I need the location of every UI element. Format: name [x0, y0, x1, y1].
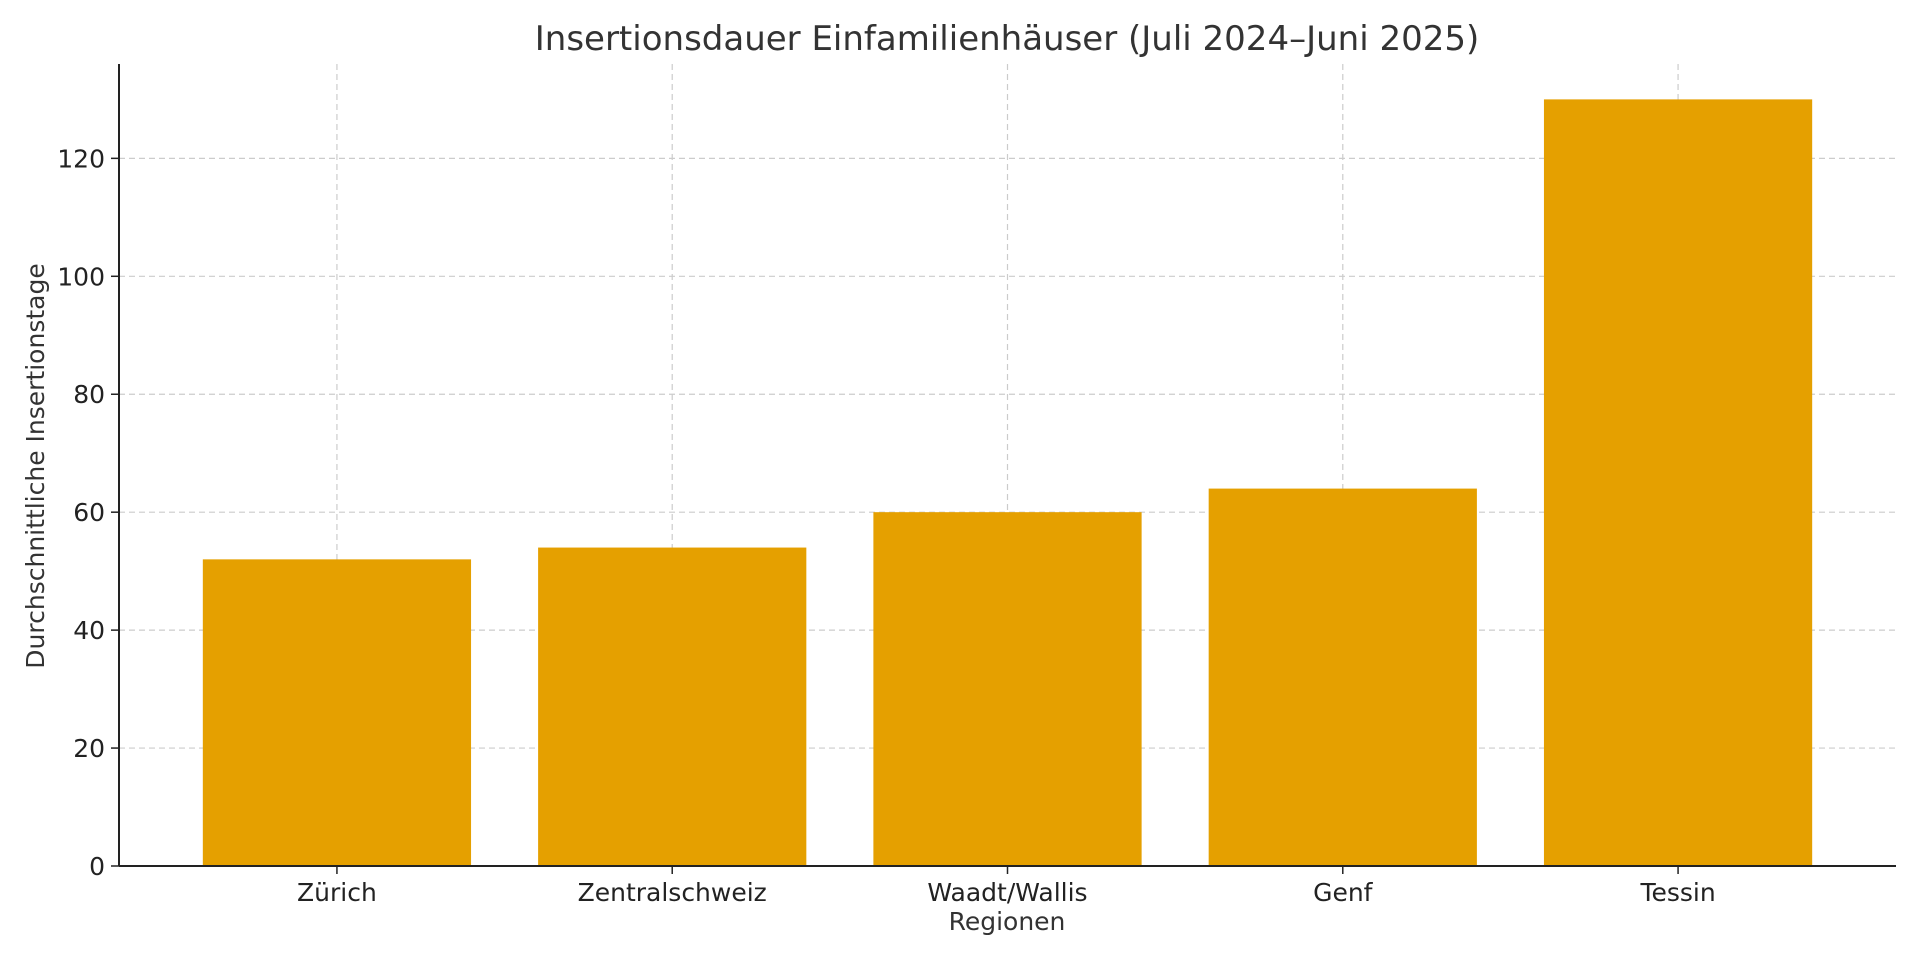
- bar-4: [1543, 99, 1813, 867]
- y-tick-label: 120: [57, 144, 105, 173]
- y-axis-label: Durchschnittliche Insertionstage: [21, 263, 50, 668]
- bar-1: [538, 547, 807, 866]
- y-tick-label: 100: [57, 262, 105, 291]
- chart-title: Insertionsdauer Einfamilienhäuser (Juli …: [535, 19, 1480, 59]
- y-tick-label: 20: [73, 734, 105, 763]
- bar-2: [873, 512, 1142, 866]
- x-axis-label: Regionen: [949, 907, 1066, 936]
- x-tick-label: Genf: [1313, 878, 1374, 907]
- x-tick-label: Tessin: [1639, 878, 1715, 907]
- ticks: 0 20 40 60 80 100 120 Zürich Zentralschweiz Waadt…: [57, 144, 1715, 907]
- bar-3: [1208, 488, 1477, 866]
- x-tick-label: Zentralschweiz: [578, 878, 767, 907]
- x-tick-label: Waadt/Wallis: [927, 878, 1087, 907]
- bar-0: [202, 559, 472, 866]
- y-tick-label: 80: [73, 380, 105, 409]
- bars: [202, 99, 1813, 867]
- x-tick-label: Zürich: [297, 878, 377, 907]
- y-tick-label: 60: [73, 498, 105, 527]
- y-tick-label: 0: [89, 852, 105, 881]
- y-tick-label: 40: [73, 616, 105, 645]
